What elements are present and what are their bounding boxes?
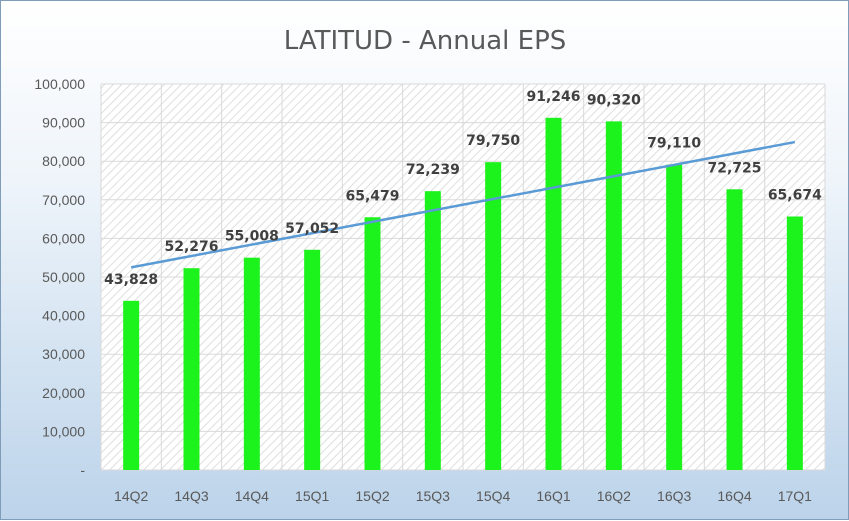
trendline-group <box>130 140 796 269</box>
x-tick-label: 14Q3 <box>174 488 208 504</box>
data-label: 91,246 <box>526 89 580 105</box>
x-tick-label: 14Q2 <box>114 488 148 504</box>
x-tick-label: 15Q2 <box>355 488 389 504</box>
data-label: 72,725 <box>707 160 761 176</box>
data-label: 90,320 <box>587 92 641 108</box>
data-label: 57,052 <box>285 221 339 237</box>
data-label: 79,110 <box>647 136 701 152</box>
bar-16Q2 <box>605 121 622 470</box>
y-tick-label: 60,000 <box>42 230 85 246</box>
x-tick-label: 15Q1 <box>295 488 329 504</box>
bar-16Q3 <box>666 164 683 470</box>
x-tick-label: 15Q4 <box>476 488 510 504</box>
bar-14Q3 <box>183 268 200 470</box>
linear-trendline <box>130 140 796 269</box>
y-tick-label: - <box>80 462 85 478</box>
data-label: 79,750 <box>466 133 520 149</box>
bar-14Q2 <box>123 300 140 470</box>
bar-16Q1 <box>545 117 562 471</box>
data-labels: 43,828 52,276 55,008 57,052 65,479 72,239 79,7… <box>104 89 822 288</box>
bar-17Q1 <box>786 216 803 470</box>
bar-14Q4 <box>243 257 260 470</box>
x-tick-label: 16Q1 <box>536 488 570 504</box>
data-label: 65,674 <box>768 187 822 203</box>
y-tick-label: 90,000 <box>42 115 85 131</box>
x-tick-label: 16Q2 <box>597 488 631 504</box>
x-tick-label: 16Q4 <box>717 488 751 504</box>
data-label: 43,828 <box>104 272 158 288</box>
y-tick-label: 20,000 <box>42 385 85 401</box>
chart-title: LATITUD - Annual EPS <box>284 26 567 56</box>
x-axis: 14Q2 14Q3 14Q4 15Q1 15Q2 15Q3 15Q4 16Q1 16Q2 16Q3… <box>114 488 812 504</box>
bar-16Q4 <box>726 189 743 470</box>
data-label: 52,276 <box>164 239 218 255</box>
y-tick-label: 50,000 <box>42 269 85 285</box>
data-label: 72,239 <box>406 162 460 178</box>
bar-15Q1 <box>304 249 321 470</box>
data-label: 65,479 <box>345 188 399 204</box>
y-tick-label: 10,000 <box>42 423 85 439</box>
y-axis: - 10,000 20,000 30,000 40,000 50,000 60,000 70,… <box>34 76 85 478</box>
bar-15Q2 <box>364 217 381 470</box>
gridlines <box>100 83 826 471</box>
y-tick-label: 80,000 <box>42 153 85 169</box>
y-tick-label: 100,000 <box>34 76 85 92</box>
x-tick-label: 17Q1 <box>778 488 812 504</box>
y-tick-label: 70,000 <box>42 192 85 208</box>
bar-15Q4 <box>485 162 502 471</box>
x-tick-label: 16Q3 <box>657 488 691 504</box>
x-tick-label: 14Q4 <box>235 488 269 504</box>
bars <box>123 117 803 471</box>
x-tick-label: 15Q3 <box>416 488 450 504</box>
y-tick-label: 40,000 <box>42 308 85 324</box>
bar-15Q3 <box>424 191 441 470</box>
y-tick-label: 30,000 <box>42 346 85 362</box>
data-label: 55,008 <box>225 229 279 245</box>
